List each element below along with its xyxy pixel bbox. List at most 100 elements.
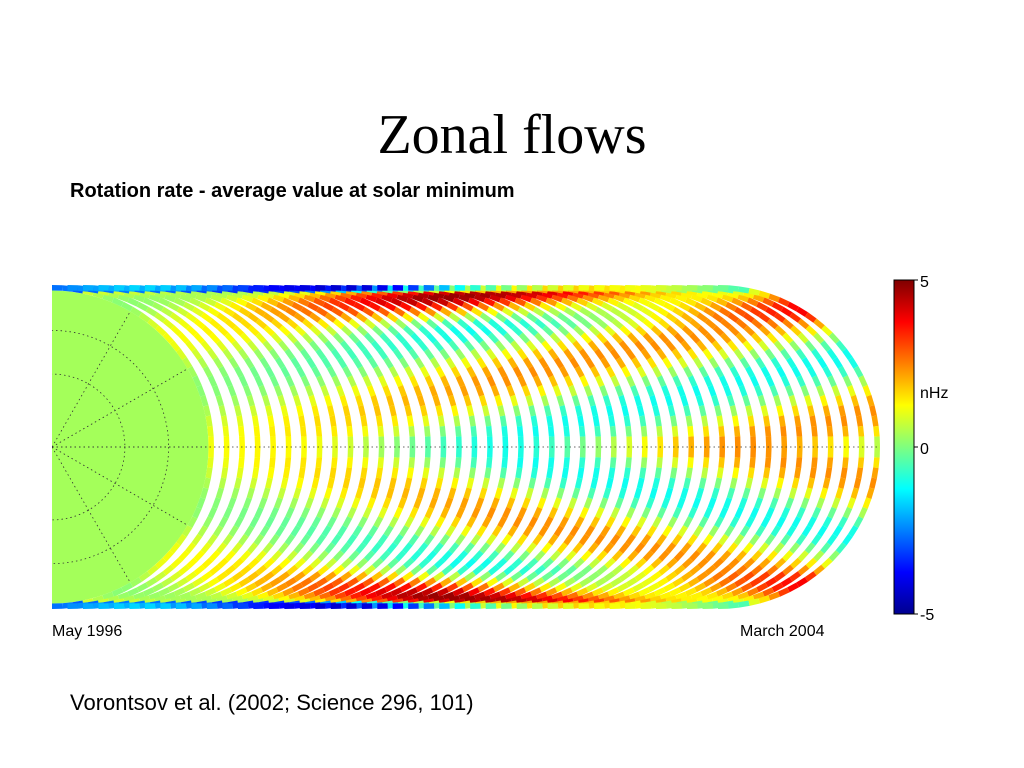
ring-segment — [455, 306, 468, 317]
ring-segment — [229, 582, 242, 593]
ring-segment — [208, 447, 214, 458]
ring-segment — [552, 497, 562, 509]
ring-segment — [530, 415, 538, 427]
ring-segment — [508, 301, 521, 312]
ring-segment — [650, 571, 662, 582]
ring-segment — [704, 332, 716, 344]
ring-segment — [853, 477, 862, 489]
ring-segment — [751, 318, 763, 330]
ring-segment — [427, 293, 440, 303]
ring-segment — [530, 467, 538, 479]
ring-segment — [720, 564, 732, 576]
ring-segment — [579, 577, 592, 588]
ring-segment — [521, 497, 531, 509]
ring-segment — [497, 405, 506, 417]
ring-segment — [350, 293, 362, 303]
ring-segment — [373, 366, 384, 378]
ring-segment — [390, 297, 403, 307]
ring-segment — [471, 436, 478, 447]
ring-segment — [426, 564, 438, 576]
ring-segment — [326, 516, 337, 528]
ring-segment — [623, 467, 631, 479]
ring-segment — [449, 325, 461, 337]
ring-segment — [169, 312, 182, 323]
ring-segment — [556, 340, 568, 352]
ring-segment — [138, 312, 151, 323]
ring-segment — [758, 290, 771, 299]
ring-segment — [543, 477, 552, 489]
ring-segment — [207, 306, 220, 317]
ring-segment — [743, 312, 755, 323]
ring-segment — [827, 375, 837, 388]
ring-segment — [677, 357, 688, 369]
ring-segment — [822, 516, 833, 528]
ring-segment — [481, 516, 492, 528]
ring-segment — [703, 577, 716, 588]
ring-segment — [269, 457, 276, 469]
ring-segment — [455, 457, 462, 469]
ring-segment — [580, 318, 593, 330]
ring-segment — [661, 497, 671, 509]
ring-segment — [371, 571, 383, 582]
ring-segment — [542, 325, 554, 337]
ring-segment — [350, 591, 362, 601]
ring-segment — [453, 415, 461, 427]
ring-segment — [765, 306, 777, 317]
ring-segment — [227, 497, 237, 509]
ring-segment — [807, 477, 815, 489]
ring-segment — [209, 564, 221, 576]
ring-segment — [584, 525, 595, 537]
ring-segment — [603, 571, 616, 582]
ring-segment — [83, 603, 94, 609]
ring-segment — [224, 318, 237, 330]
ring-segment — [148, 293, 161, 303]
ring-segment — [288, 591, 300, 601]
ring-segment — [656, 457, 663, 469]
ring-segment — [98, 603, 110, 609]
ring-segment — [776, 477, 784, 489]
ring-segment — [787, 582, 799, 593]
ring-segment — [579, 447, 586, 458]
ring-segment — [532, 577, 545, 588]
ring-segment — [667, 477, 676, 489]
ring-segment — [594, 425, 601, 437]
ring-segment — [483, 587, 496, 597]
ring-segment — [420, 405, 428, 417]
ring-segment — [742, 487, 751, 500]
ring-segment — [543, 405, 552, 417]
ring-segment — [696, 340, 708, 352]
ring-segment — [561, 587, 573, 597]
ring-segment — [234, 366, 244, 378]
ring-segment — [685, 415, 693, 427]
ring-segment — [696, 542, 708, 554]
ring-segment — [455, 348, 466, 361]
ring-segment — [392, 285, 404, 291]
ring-segment — [563, 603, 574, 609]
ring-segment — [191, 603, 202, 609]
ring-segment — [193, 332, 205, 344]
ring-segment — [738, 286, 750, 294]
ring-segment — [429, 525, 441, 537]
ring-segment — [238, 348, 249, 361]
ring-segment — [130, 306, 142, 317]
ring-segment — [293, 340, 305, 352]
ring-segment — [548, 577, 561, 588]
ring-segment — [583, 385, 593, 397]
ring-segment — [711, 394, 720, 407]
ring-segment — [519, 318, 531, 330]
ring-segment — [728, 325, 740, 337]
ring-segment — [433, 571, 445, 582]
ring-segment — [212, 385, 221, 397]
ring-segment — [628, 293, 641, 303]
ring-segment — [67, 285, 79, 291]
ring-segment — [565, 550, 577, 562]
ring-segment — [664, 394, 674, 407]
ring-segment — [819, 394, 828, 407]
ring-segment — [688, 447, 695, 458]
ring-segment — [342, 477, 351, 489]
ring-segment — [378, 577, 390, 588]
ring-segment — [358, 477, 366, 489]
ring-segment — [532, 603, 543, 609]
ring-segment — [316, 447, 323, 458]
ring-segment — [162, 318, 175, 330]
